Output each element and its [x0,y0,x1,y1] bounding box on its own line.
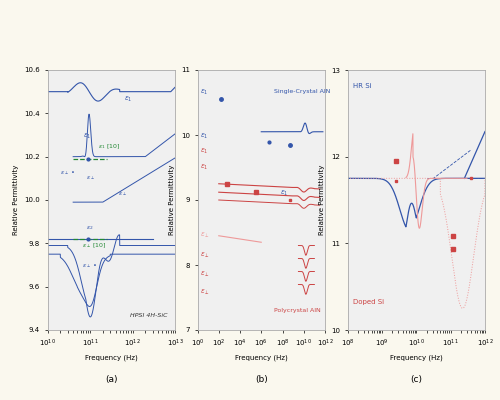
Text: $\varepsilon_\perp$: $\varepsilon_\perp$ [118,190,126,198]
Text: $\varepsilon_\perp$ [10]: $\varepsilon_\perp$ [10] [82,241,106,250]
Y-axis label: Relative Permittivity: Relative Permittivity [12,165,18,235]
Text: $\varepsilon_1$: $\varepsilon_1$ [124,95,132,104]
Text: $\varepsilon_\perp$ $\bullet$: $\varepsilon_\perp$ $\bullet$ [82,262,97,270]
Text: $\varepsilon_\perp$: $\varepsilon_\perp$ [200,288,210,297]
Text: $\varepsilon_1$: $\varepsilon_1$ [200,163,208,172]
X-axis label: Frequency (Hz): Frequency (Hz) [235,354,288,361]
Text: $\varepsilon_1$: $\varepsilon_1$ [200,132,208,141]
Text: $\varepsilon_\perp$ $\bullet$: $\varepsilon_\perp$ $\bullet$ [60,169,76,177]
Y-axis label: Relative Permittivity: Relative Permittivity [320,165,326,235]
Text: $\varepsilon_1$: $\varepsilon_1$ [280,189,289,198]
Text: (c): (c) [410,375,422,384]
Text: HR Si: HR Si [353,83,372,89]
Text: $\varepsilon_1$ [10]: $\varepsilon_1$ [10] [98,142,121,151]
Text: Polycrystal AlN: Polycrystal AlN [274,308,321,313]
Text: $\varepsilon_1$: $\varepsilon_1$ [200,147,208,156]
Text: $\varepsilon_\perp$: $\varepsilon_\perp$ [86,174,95,182]
Text: Single-Crystal AlN: Single-Crystal AlN [274,89,330,94]
Text: $\varepsilon_1$: $\varepsilon_1$ [200,87,208,96]
Text: $\varepsilon_2$: $\varepsilon_2$ [86,224,94,232]
Text: Doped Si: Doped Si [353,299,384,305]
X-axis label: Frequency (Hz): Frequency (Hz) [390,354,442,361]
Text: HPSI 4H-SiC: HPSI 4H-SiC [130,313,168,318]
Text: $\varepsilon_\perp$: $\varepsilon_\perp$ [200,230,210,240]
Text: (b): (b) [255,375,268,384]
Text: $\varepsilon_1$: $\varepsilon_1$ [83,132,92,141]
Text: $\varepsilon_\perp$: $\varepsilon_\perp$ [200,251,210,260]
Y-axis label: Relative Permittivity: Relative Permittivity [170,165,175,235]
Text: (a): (a) [105,375,118,384]
X-axis label: Frequency (Hz): Frequency (Hz) [85,354,138,361]
Text: $\varepsilon_\perp$: $\varepsilon_\perp$ [200,270,210,278]
